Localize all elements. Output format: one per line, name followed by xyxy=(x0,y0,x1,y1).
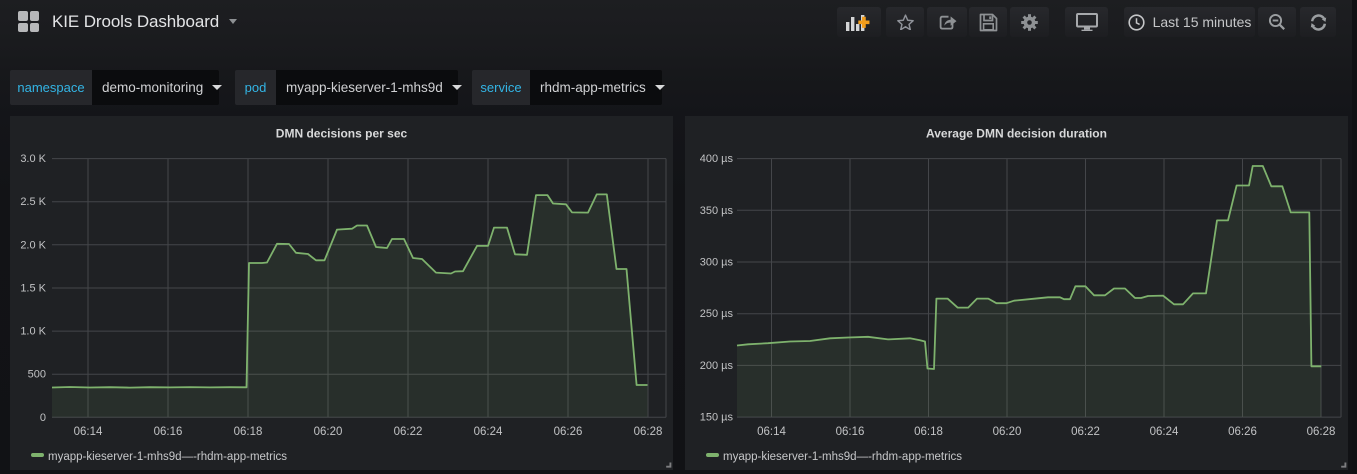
svg-text:06:24: 06:24 xyxy=(1150,426,1179,438)
svg-text:06:20: 06:20 xyxy=(993,426,1022,438)
svg-text:250 µs: 250 µs xyxy=(700,308,734,320)
svg-text:06:16: 06:16 xyxy=(836,426,865,438)
svg-text:06:14: 06:14 xyxy=(74,426,103,438)
svg-text:Average DMN decision duration: Average DMN decision duration xyxy=(926,127,1107,141)
svg-text:06:26: 06:26 xyxy=(554,426,583,438)
svg-text:300 µs: 300 µs xyxy=(700,257,734,269)
svg-text:06:26: 06:26 xyxy=(1228,426,1257,438)
svg-text:3.0 K: 3.0 K xyxy=(20,153,46,165)
svg-text:06:28: 06:28 xyxy=(634,426,663,438)
svg-text:06:14: 06:14 xyxy=(757,426,786,438)
svg-text:06:20: 06:20 xyxy=(314,426,343,438)
svg-text:06:22: 06:22 xyxy=(394,426,423,438)
svg-text:06:24: 06:24 xyxy=(474,426,503,438)
svg-text:400 µs: 400 µs xyxy=(700,153,734,165)
svg-text:200 µs: 200 µs xyxy=(700,360,734,372)
svg-text:2.0 K: 2.0 K xyxy=(20,239,46,251)
svg-text:06:22: 06:22 xyxy=(1071,426,1100,438)
svg-text:350 µs: 350 µs xyxy=(700,205,734,217)
svg-text:150 µs: 150 µs xyxy=(700,412,734,424)
svg-text:500: 500 xyxy=(28,369,46,381)
svg-text:06:28: 06:28 xyxy=(1307,426,1336,438)
svg-text:myapp-kieserver-1-mhs9d—-rhdm-: myapp-kieserver-1-mhs9d—-rhdm-app-metric… xyxy=(723,451,962,463)
svg-text:06:18: 06:18 xyxy=(914,426,943,438)
svg-text:2.5 K: 2.5 K xyxy=(20,196,46,208)
svg-text:1.5 K: 1.5 K xyxy=(20,283,46,295)
svg-text:06:18: 06:18 xyxy=(234,426,263,438)
svg-text:myapp-kieserver-1-mhs9d—-rhdm-: myapp-kieserver-1-mhs9d—-rhdm-app-metric… xyxy=(48,451,287,463)
svg-text:1.0 K: 1.0 K xyxy=(20,326,46,338)
svg-text:DMN decisions per sec: DMN decisions per sec xyxy=(276,127,408,141)
svg-text:06:16: 06:16 xyxy=(154,426,183,438)
svg-text:0: 0 xyxy=(40,412,46,424)
